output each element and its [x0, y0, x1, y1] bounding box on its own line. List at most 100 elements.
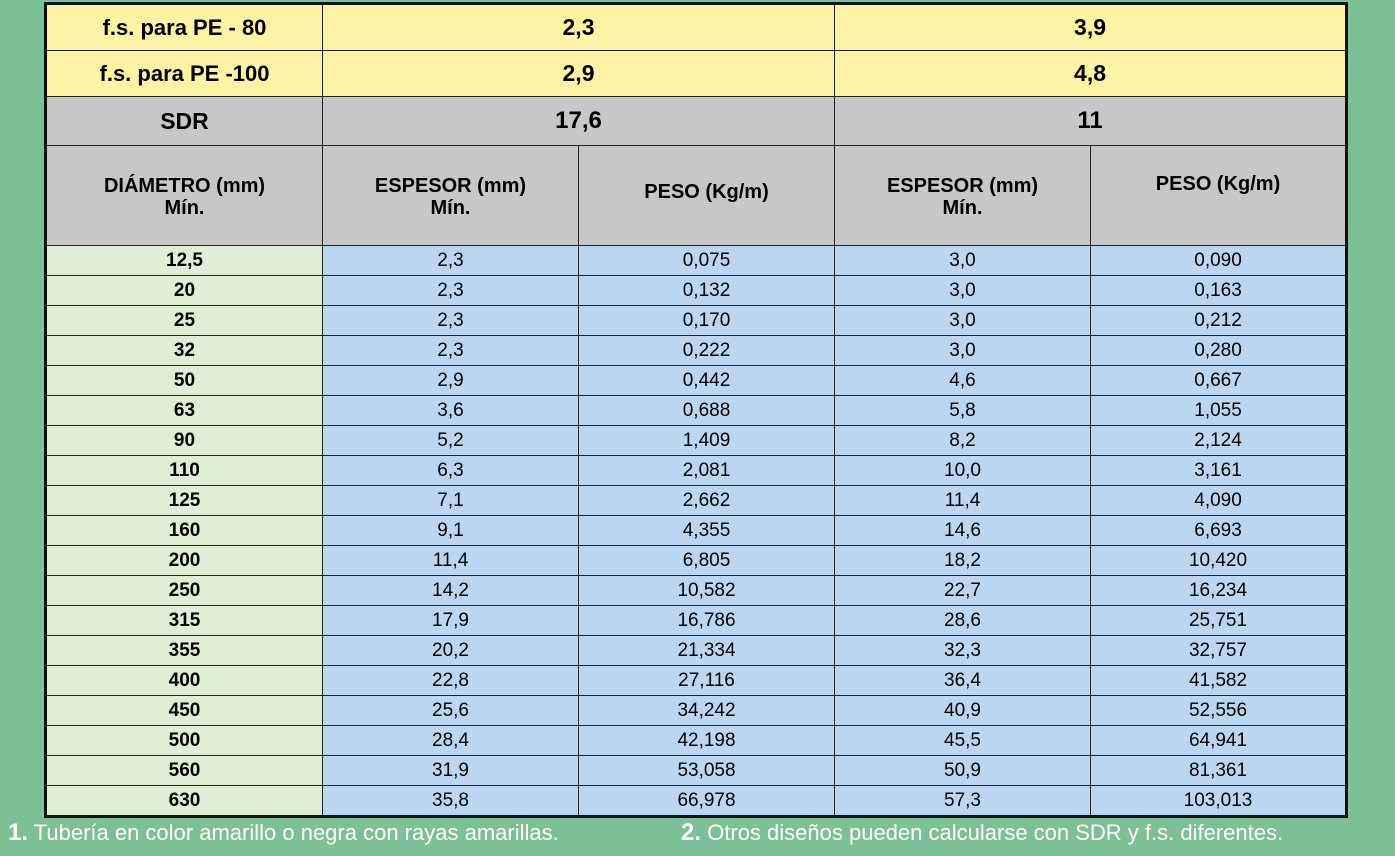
fs-pe100-label: f.s. para PE -100 [45, 50, 323, 97]
thickness-b-cell: 22,7 [834, 575, 1092, 606]
table-row: 200 11,4 6,805 18,2 10,420 [45, 545, 1348, 576]
fs-pe80-sdr-b-value: 3,9 [834, 3, 1348, 51]
table-row: 160 9,1 4,355 14,6 6,693 [45, 515, 1348, 546]
thickness-a-cell: 2,3 [322, 305, 579, 336]
diameter-cell: 110 [45, 455, 323, 486]
pipe-specification-table: f.s. para PE - 80 2,3 3,9 f.s. para PE -… [44, 2, 1349, 818]
thickness-b-cell: 8,2 [834, 425, 1092, 456]
weight-b-cell: 41,582 [1090, 665, 1348, 696]
weight-b-cell: 25,751 [1090, 605, 1348, 636]
diameter-header: DIÁMETRO (mm) Mín. [45, 145, 323, 246]
thickness-a-cell: 7,1 [322, 485, 579, 516]
thickness-b-cell: 3,0 [834, 245, 1092, 276]
weight-b-cell: 52,556 [1090, 695, 1348, 726]
table-row: 500 28,4 42,198 45,5 64,941 [45, 725, 1348, 756]
thickness-a-cell: 22,8 [322, 665, 579, 696]
thickness-a-cell: 2,9 [322, 365, 579, 396]
diameter-cell: 630 [45, 785, 323, 817]
diameter-cell: 355 [45, 635, 323, 666]
diameter-cell: 20 [45, 275, 323, 306]
weight-a-cell: 10,582 [577, 575, 836, 606]
thickness-b-header-sub: Mín. [942, 196, 983, 219]
thickness-b-header: ESPESOR (mm) Mín. [834, 145, 1092, 246]
weight-a-cell: 1,409 [577, 425, 836, 456]
fs-pe100-sdr-b-value: 4,8 [834, 50, 1348, 97]
table-row: 355 20,2 21,334 32,3 32,757 [45, 635, 1348, 666]
diameter-cell: 400 [45, 665, 323, 696]
thickness-a-cell: 6,3 [322, 455, 579, 486]
table-row: 450 25,6 34,242 40,9 52,556 [45, 695, 1348, 726]
table-row: 12,5 2,3 0,075 3,0 0,090 [45, 245, 1348, 276]
weight-b-cell: 3,161 [1090, 455, 1348, 486]
diameter-cell: 25 [45, 305, 323, 336]
table-row: 110 6,3 2,081 10,0 3,161 [45, 455, 1348, 486]
diameter-cell: 12,5 [45, 245, 323, 276]
thickness-b-cell: 50,9 [834, 755, 1092, 786]
thickness-a-cell: 3,6 [322, 395, 579, 426]
table-row: 90 5,2 1,409 8,2 2,124 [45, 425, 1348, 456]
sdr-value-a: 17,6 [321, 96, 836, 146]
fs-pe80-label: f.s. para PE - 80 [45, 3, 323, 51]
diameter-cell: 315 [45, 605, 323, 636]
thickness-a-cell: 2,3 [322, 335, 579, 366]
thickness-a-cell: 20,2 [322, 635, 579, 666]
weight-a-cell: 66,978 [577, 785, 836, 817]
weight-a-cell: 42,198 [577, 725, 836, 756]
fs-pe100-sdr-a-value: 2,9 [321, 50, 836, 97]
weight-a-cell: 0,688 [577, 395, 836, 426]
weight-b-cell: 2,124 [1090, 425, 1348, 456]
thickness-b-cell: 11,4 [834, 485, 1092, 516]
diameter-cell: 450 [45, 695, 323, 726]
thickness-a-cell: 2,3 [322, 275, 579, 306]
weight-b-cell: 81,361 [1090, 755, 1348, 786]
diameter-cell: 50 [45, 365, 323, 396]
sdr-label: SDR [45, 96, 323, 146]
table-row: 400 22,8 27,116 36,4 41,582 [45, 665, 1348, 696]
footnote-2-number: 2. [681, 819, 702, 846]
weight-b-cell: 10,420 [1090, 545, 1348, 576]
weight-a-cell: 21,334 [577, 635, 836, 666]
weight-b-cell: 16,234 [1090, 575, 1348, 606]
diameter-cell: 125 [45, 485, 323, 516]
fs-pe80-sdr-a-value: 2,3 [321, 3, 836, 51]
diameter-cell: 250 [45, 575, 323, 606]
weight-b-cell: 1,055 [1090, 395, 1348, 426]
weight-a-cell: 2,662 [577, 485, 836, 516]
thickness-b-cell: 36,4 [834, 665, 1092, 696]
thickness-a-cell: 17,9 [322, 605, 579, 636]
diameter-header-sub: Mín. [164, 196, 205, 219]
table-row: 125 7,1 2,662 11,4 4,090 [45, 485, 1348, 516]
footnote-1: 1. Tubería en color amarillo o negra con… [8, 819, 559, 847]
diameter-header-title: DIÁMETRO (mm) [103, 174, 266, 197]
thickness-a-cell: 35,8 [322, 785, 579, 817]
weight-a-cell: 0,222 [577, 335, 836, 366]
table-row: 63 3,6 0,688 5,8 1,055 [45, 395, 1348, 426]
weight-a-cell: 0,075 [577, 245, 836, 276]
table-row: 20 2,3 0,132 3,0 0,163 [45, 275, 1348, 306]
footnote-2-text: Otros diseños pueden calcularse con SDR … [707, 820, 1284, 845]
thickness-b-cell: 3,0 [834, 335, 1092, 366]
thickness-a-cell: 11,4 [322, 545, 579, 576]
thickness-b-cell: 3,0 [834, 275, 1092, 306]
sdr-value-b: 11 [834, 96, 1348, 146]
sdr-row: SDR 17,6 11 [45, 96, 1348, 146]
weight-b-cell: 0,280 [1090, 335, 1348, 366]
weight-b-cell: 0,212 [1090, 305, 1348, 336]
table-row: 315 17,9 16,786 28,6 25,751 [45, 605, 1348, 636]
weight-b-header: PESO (Kg/m) [1090, 145, 1348, 246]
table-row: 630 35,8 66,978 57,3 103,013 [45, 785, 1348, 817]
footnotes: 1. Tubería en color amarillo o negra con… [8, 819, 1393, 853]
thickness-b-header-title: ESPESOR (mm) [886, 174, 1039, 197]
weight-b-cell: 0,090 [1090, 245, 1348, 276]
table-row: 50 2,9 0,442 4,6 0,667 [45, 365, 1348, 396]
weight-a-cell: 53,058 [577, 755, 836, 786]
thickness-b-cell: 45,5 [834, 725, 1092, 756]
thickness-a-cell: 25,6 [322, 695, 579, 726]
weight-b-cell: 6,693 [1090, 515, 1348, 546]
weight-a-cell: 0,442 [577, 365, 836, 396]
thickness-a-cell: 28,4 [322, 725, 579, 756]
weight-a-cell: 2,081 [577, 455, 836, 486]
thickness-b-cell: 10,0 [834, 455, 1092, 486]
footnote-1-text: Tubería en color amarillo o negra con ra… [33, 820, 559, 845]
weight-b-cell: 0,667 [1090, 365, 1348, 396]
